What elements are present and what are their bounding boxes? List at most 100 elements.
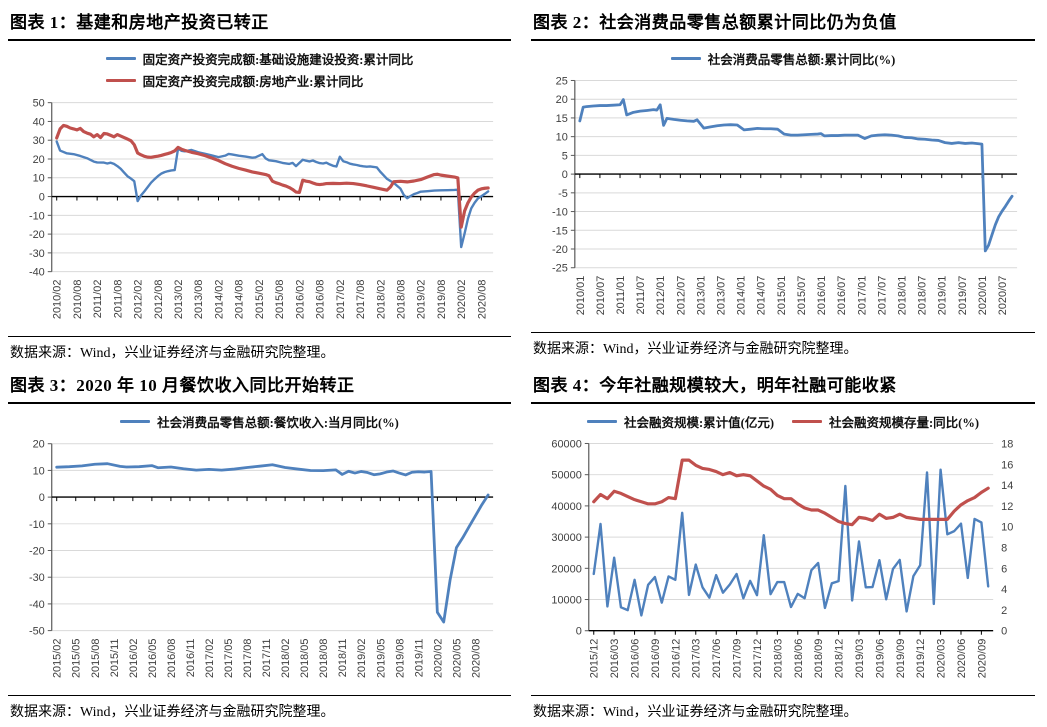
chart-2-plot-area: -25 -20 -15 -10 -5 0 5 10 15 20 25 2010/01 2010/07 20… [531, 70, 1035, 332]
svg-text:2018/06: 2018/06 [793, 639, 805, 679]
legend-line-swatch [670, 56, 701, 61]
svg-text:-20: -20 [552, 244, 568, 256]
svg-text:2017/12: 2017/12 [752, 639, 764, 679]
svg-text:0: 0 [39, 192, 45, 204]
svg-text:2020/08: 2020/08 [476, 280, 488, 319]
svg-text:2016/08: 2016/08 [166, 639, 178, 678]
svg-text:2019/07: 2019/07 [957, 276, 969, 316]
chart-4-source-note: 数据来源：Wind，兴业证券经济与金融研究院整理。 [531, 695, 1035, 723]
svg-text:2019/08: 2019/08 [394, 639, 406, 678]
svg-text:50000: 50000 [551, 470, 581, 482]
svg-text:2016/06: 2016/06 [630, 639, 642, 679]
svg-text:-25: -25 [552, 263, 568, 275]
svg-text:2013/02: 2013/02 [173, 280, 185, 319]
chart-3-legend: 社会消费品零售总额:餐饮收入:当月同比(%) [8, 412, 511, 431]
legend-series-label: 社会消费品零售总额:餐饮收入:当月同比(%) [157, 416, 399, 430]
svg-text:2015/02: 2015/02 [254, 280, 266, 319]
chart-panel-2: 图表 2：社会消费品零售总额累计同比仍为负值 社会消费品零售总额:累计同比(%)… [523, 0, 1047, 363]
chart-3-plot-area: -50 -40 -30 -20 -10 0 10 20 2015/02 2015/05 2015/0… [8, 433, 511, 695]
chart-1-legend: 固定资产投资完成额:基础设施建设投资:累计同比 固定资产投资完成额:房地产业:累计… [105, 49, 413, 90]
svg-text:2018/12: 2018/12 [834, 639, 846, 679]
svg-text:2018/01: 2018/01 [896, 276, 908, 316]
svg-text:10000: 10000 [551, 595, 581, 607]
svg-text:2: 2 [1001, 605, 1007, 617]
svg-text:2020/05: 2020/05 [451, 639, 463, 678]
svg-text:2013/07: 2013/07 [716, 276, 728, 316]
svg-text:2015/05: 2015/05 [71, 639, 83, 678]
svg-text:2017/06: 2017/06 [711, 639, 723, 679]
svg-text:2020/01: 2020/01 [977, 276, 989, 316]
svg-text:14: 14 [1001, 480, 1013, 492]
svg-text:2020/07: 2020/07 [997, 276, 1009, 316]
svg-text:2018/02: 2018/02 [280, 639, 292, 678]
svg-text:2015/02: 2015/02 [52, 639, 64, 678]
chart-4-legend: 社会融资规模:累计值(亿元) 社会融资规模存量:同比(%) [531, 412, 1035, 431]
svg-text:2014/02: 2014/02 [213, 280, 225, 319]
svg-text:2017/05: 2017/05 [223, 639, 235, 678]
svg-text:4: 4 [1001, 584, 1007, 596]
svg-text:2013/08: 2013/08 [193, 280, 205, 319]
legend-line-swatch [105, 78, 136, 83]
svg-text:10: 10 [33, 465, 45, 477]
svg-text:-40: -40 [29, 599, 45, 611]
svg-text:-30: -30 [29, 248, 45, 260]
svg-text:2018/03: 2018/03 [772, 639, 784, 679]
svg-text:2020/02: 2020/02 [456, 280, 468, 319]
svg-text:10: 10 [556, 132, 568, 144]
svg-text:-20: -20 [29, 545, 45, 557]
svg-text:2014/01: 2014/01 [736, 276, 748, 316]
svg-text:8: 8 [1001, 542, 1007, 554]
legend-line-swatch [105, 56, 136, 61]
svg-text:2011/08: 2011/08 [112, 280, 124, 319]
svg-text:2016/02: 2016/02 [128, 639, 140, 678]
svg-text:20: 20 [33, 154, 45, 166]
svg-text:2016/02: 2016/02 [294, 280, 306, 319]
svg-text:2015/01: 2015/01 [776, 276, 788, 316]
legend-line-swatch [587, 419, 617, 424]
svg-text:2019/12: 2019/12 [915, 639, 927, 679]
svg-text:2016/11: 2016/11 [185, 639, 197, 678]
svg-text:15: 15 [556, 113, 568, 125]
svg-text:-50: -50 [29, 626, 45, 638]
svg-text:2015/08: 2015/08 [274, 280, 286, 319]
chart-3-source-note: 数据来源：Wind，兴业证券经济与金融研究院整理。 [8, 695, 511, 723]
legend-series-label: 社会消费品零售总额:累计同比(%) [707, 53, 896, 67]
svg-text:2019/09: 2019/09 [895, 639, 907, 679]
chart-panel-1: 图表 1：基建和房地产投资已转正 固定资产投资完成额:基础设施建设投资:累计同比… [0, 0, 523, 363]
svg-text:2014/07: 2014/07 [756, 276, 768, 316]
svg-text:50: 50 [33, 98, 45, 110]
svg-text:2019/02: 2019/02 [356, 639, 368, 678]
svg-text:2012/08: 2012/08 [153, 280, 165, 319]
svg-text:2017/01: 2017/01 [856, 276, 868, 316]
chart-1-source-note: 数据来源：Wind，兴业证券经济与金融研究院整理。 [8, 336, 511, 363]
chart-3-title: 图表 3：2020 年 10 月餐饮收入同比开始转正 [8, 369, 511, 404]
svg-text:2012/07: 2012/07 [675, 276, 687, 316]
svg-text:16: 16 [1001, 459, 1013, 471]
svg-text:2015/11: 2015/11 [109, 639, 121, 678]
svg-text:2019/01: 2019/01 [937, 276, 949, 316]
svg-text:2019/06: 2019/06 [874, 639, 886, 679]
svg-text:-30: -30 [29, 572, 45, 584]
svg-text:2011/07: 2011/07 [635, 276, 647, 315]
svg-text:-5: -5 [558, 188, 568, 200]
svg-text:2019/02: 2019/02 [416, 280, 428, 319]
svg-text:2020/03: 2020/03 [936, 639, 948, 679]
svg-text:2019/03: 2019/03 [854, 639, 866, 679]
svg-text:2016/03: 2016/03 [609, 639, 621, 679]
svg-text:5: 5 [562, 150, 568, 162]
legend-series-label: 社会融资规模存量:同比(%) [829, 416, 979, 430]
chart-panel-3: 图表 3：2020 年 10 月餐饮收入同比开始转正 社会消费品零售总额:餐饮收… [0, 363, 523, 727]
svg-text:25: 25 [556, 75, 568, 87]
svg-text:2018/09: 2018/09 [813, 639, 825, 679]
svg-text:60000: 60000 [551, 438, 581, 450]
svg-text:0: 0 [576, 626, 582, 638]
svg-text:-15: -15 [552, 225, 568, 237]
legend-item: 社会融资规模:累计值(亿元) [587, 412, 774, 431]
svg-text:2015/07: 2015/07 [796, 276, 808, 316]
svg-text:20: 20 [556, 94, 568, 106]
legend-line-swatch [792, 419, 822, 424]
svg-text:2017/07: 2017/07 [876, 276, 888, 316]
svg-text:2015/12: 2015/12 [589, 639, 601, 679]
svg-text:0: 0 [562, 169, 568, 181]
svg-text:2012/02: 2012/02 [133, 280, 145, 319]
